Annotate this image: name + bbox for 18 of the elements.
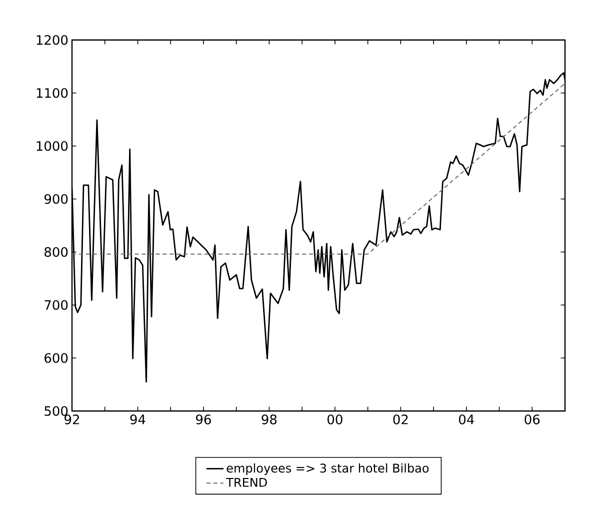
x-tick-label: 02 [393,414,408,424]
y-tick-label: 1100 [36,88,68,98]
y-tick-label: 900 [44,194,68,204]
y-tick-label: 800 [44,247,68,257]
legend-label: TREND [226,478,267,487]
x-tick-label: 96 [196,414,211,424]
y-tick-label: 500 [44,406,68,416]
y-tick-label: 600 [44,353,68,363]
x-tick-label: 92 [64,414,79,424]
x-tick-label: 94 [130,414,146,424]
y-tick-label: 700 [44,300,68,310]
legend-label: employees => 3 star hotel Bilbao [226,463,429,475]
y-tick-label: 1000 [36,141,68,151]
x-tick-label: 98 [262,414,277,424]
x-tick-label: 00 [328,414,342,424]
y-tick-label: 1200 [36,35,68,45]
x-tick-label: 06 [524,414,540,424]
x-tick-label: 04 [458,414,474,424]
